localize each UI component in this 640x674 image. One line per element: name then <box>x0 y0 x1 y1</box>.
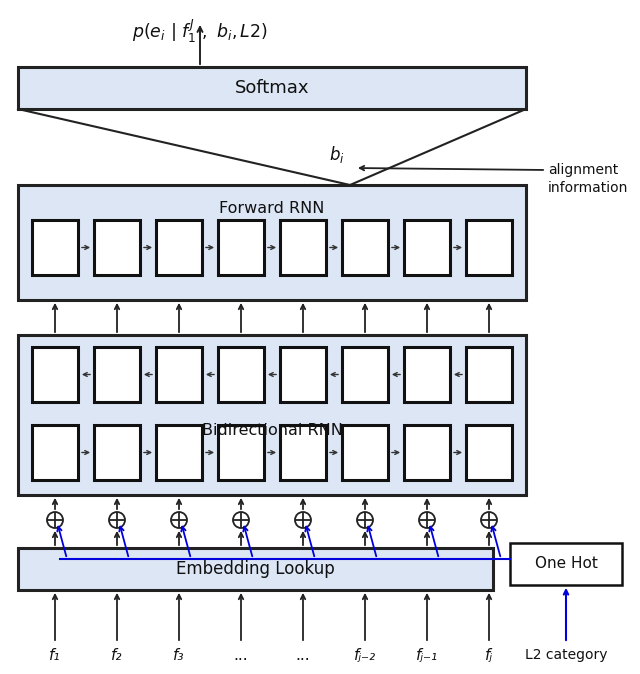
Text: L2 category: L2 category <box>525 648 607 662</box>
Text: fⱼ₋₂: fⱼ₋₂ <box>354 648 376 663</box>
Text: Forward RNN: Forward RNN <box>220 201 324 216</box>
Bar <box>404 220 450 275</box>
Text: fⱼ: fⱼ <box>485 648 493 663</box>
Text: Embedding Lookup: Embedding Lookup <box>176 560 335 578</box>
Bar <box>280 220 326 275</box>
Bar <box>280 347 326 402</box>
Bar <box>18 335 526 495</box>
Text: $b_i$: $b_i$ <box>329 144 345 165</box>
Bar <box>156 347 202 402</box>
Bar <box>18 67 526 109</box>
Text: f₃: f₃ <box>173 648 185 663</box>
Bar <box>18 548 493 590</box>
Bar <box>32 347 78 402</box>
Bar <box>218 347 264 402</box>
Text: alignment
information: alignment information <box>548 163 628 195</box>
Bar <box>156 220 202 275</box>
Text: Softmax: Softmax <box>235 79 309 97</box>
Text: ...: ... <box>234 648 248 663</box>
Bar <box>32 220 78 275</box>
Bar <box>466 220 512 275</box>
Bar <box>280 425 326 480</box>
Bar <box>466 347 512 402</box>
Bar <box>218 425 264 480</box>
Bar <box>156 425 202 480</box>
Text: f₂: f₂ <box>111 648 123 663</box>
Text: Bidirectional RNN: Bidirectional RNN <box>202 423 342 438</box>
Bar <box>342 220 388 275</box>
Bar <box>510 543 622 585</box>
Bar <box>466 425 512 480</box>
Bar <box>218 220 264 275</box>
Bar <box>94 347 140 402</box>
Bar <box>342 347 388 402</box>
Text: ...: ... <box>296 648 310 663</box>
Text: fⱼ₋₁: fⱼ₋₁ <box>416 648 438 663</box>
Bar <box>404 425 450 480</box>
Bar <box>94 425 140 480</box>
Bar <box>342 425 388 480</box>
Text: f₁: f₁ <box>49 648 61 663</box>
Text: One Hot: One Hot <box>534 557 597 572</box>
Bar <box>32 425 78 480</box>
Bar <box>404 347 450 402</box>
Bar <box>94 220 140 275</box>
Bar <box>18 185 526 300</box>
Text: $p(e_i\ |\ f_1^J\ ,\ b_i, L2)$: $p(e_i\ |\ f_1^J\ ,\ b_i, L2)$ <box>132 18 268 45</box>
